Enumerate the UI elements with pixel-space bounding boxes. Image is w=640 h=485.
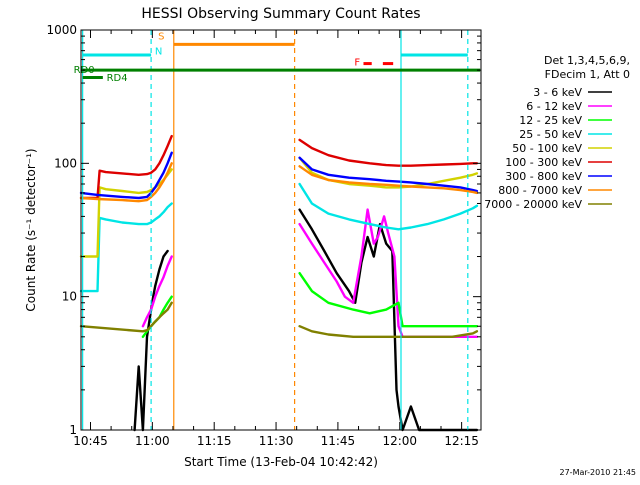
series-line-7000-20000-kev xyxy=(79,301,479,338)
legend-label: 800 - 7000 keV xyxy=(498,184,582,197)
legend-label: 25 - 50 keV xyxy=(519,128,582,141)
x-tick-label: 11:30 xyxy=(259,434,294,448)
legend-label: 7000 - 20000 keV xyxy=(484,198,582,211)
x-axis-label: Start Time (13-Feb-04 10:42:42) xyxy=(184,455,378,469)
x-tick-label: 12:15 xyxy=(444,434,479,448)
overlay-label-f: F xyxy=(354,58,360,69)
chart-title: HESSI Observing Summary Count Rates xyxy=(141,6,420,22)
legend-label: 50 - 100 keV xyxy=(512,142,582,155)
legend-header-line-2: FDecim 1, Att 0 xyxy=(545,68,630,81)
legend: Det 1,3,4,5,6,9, FDecim 1, Att 0 3 - 6 k… xyxy=(484,54,630,211)
x-tick-label: 11:45 xyxy=(321,434,356,448)
overlay-label-s: S xyxy=(158,31,164,42)
x-tick-label: 11:00 xyxy=(135,434,170,448)
axes-layer: 10:45 11:00 11:15 11:30 11:45 12:00 12:15 1 10 10… xyxy=(46,23,481,448)
x-tick-label: 10:45 xyxy=(73,434,108,448)
x-tick-label: 12:00 xyxy=(382,434,417,448)
x-tick-label: 11:15 xyxy=(197,434,232,448)
y-tick-label: 10 xyxy=(62,290,77,304)
y-tick-label: 100 xyxy=(54,156,77,170)
legend-label: 6 - 12 keV xyxy=(526,100,582,113)
y-axis-label: Count Rate (s⁻¹ detector⁻¹) xyxy=(24,148,38,311)
y-tick-label: 1 xyxy=(69,423,77,437)
legend-label: 100 - 300 keV xyxy=(505,156,582,169)
overlay-label-rd4: RD4 xyxy=(107,73,128,84)
footer-timestamp: 27-Mar-2010 21:45 xyxy=(560,468,637,477)
legend-label: 12 - 25 keV xyxy=(519,114,582,127)
legend-header-line-1: Det 1,3,4,5,6,9, xyxy=(544,54,630,67)
series-line-100-300-kev xyxy=(79,134,479,200)
legend-label: 300 - 800 keV xyxy=(505,170,582,183)
overlay-label-n: N xyxy=(155,47,162,58)
y-tick-label: 1000 xyxy=(46,23,77,37)
legend-label: 3 - 6 keV xyxy=(533,86,582,99)
plot-frame xyxy=(80,29,482,431)
